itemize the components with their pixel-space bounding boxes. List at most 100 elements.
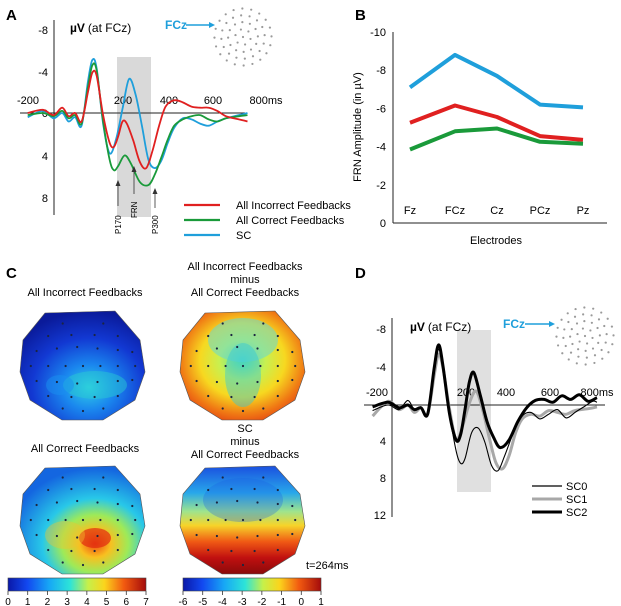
topomap-electrode <box>102 407 105 410</box>
panel-a: A µV (at FCz) -200 200 400 600 800ms -8 -… <box>6 7 351 242</box>
topomap-electrode <box>116 488 119 492</box>
electrode-dot <box>240 14 243 17</box>
electrode-dot <box>596 326 599 330</box>
electrode-dot <box>583 334 587 338</box>
electrode-dot <box>239 28 243 31</box>
electrode-montage-icon <box>213 7 273 67</box>
electrode-dot <box>606 317 609 320</box>
electrode-dot <box>221 29 224 32</box>
electrode-montage-icon <box>555 306 615 366</box>
panel-a-series <box>27 58 248 187</box>
topomap-electrode <box>236 382 239 385</box>
topomap-electrode <box>262 407 265 410</box>
electrode-dot <box>224 13 227 16</box>
electrode-dot <box>234 33 237 37</box>
colorbar-tick-label-left: 7 <box>143 597 149 606</box>
electrode-dot <box>259 58 262 61</box>
frn-label: FRN <box>130 201 139 218</box>
topomap-electrode <box>291 378 294 382</box>
topomap-electrode <box>276 394 279 398</box>
topomap-electrode <box>262 561 265 564</box>
topomap-electrode <box>61 476 64 479</box>
panel-b: B -10-8-6-4-20 FRN Amplitude (in µV) Fz F… <box>352 7 607 247</box>
legend-correct: All Correct Feedbacks <box>236 215 345 227</box>
topomap-electrode <box>253 487 256 491</box>
electrode-dot <box>220 37 223 40</box>
topomap-electrode <box>256 501 259 504</box>
electrode-dot <box>582 313 585 316</box>
topomap-electrode <box>64 364 67 368</box>
colorbar-tick-label-left: 1 <box>25 597 31 606</box>
map-title-diff1-line3: All Correct Feedbacks <box>191 287 300 299</box>
electrode-dot <box>228 29 231 32</box>
panel-b-x-tick: Cz <box>490 205 503 217</box>
electrode-dot <box>571 342 574 346</box>
topomap-electrode <box>93 395 96 399</box>
topomap-electrode <box>276 364 279 368</box>
topomap-electrode <box>81 518 85 522</box>
electrode-dot <box>573 315 577 318</box>
topomap-electrode <box>294 364 297 368</box>
topomap-electrode <box>70 487 73 491</box>
topomap-electrode <box>55 380 59 384</box>
panel-a-x-ticks: -200 200 400 600 800ms <box>17 95 283 107</box>
panel-b-x-tick: Pz <box>577 205 590 217</box>
topomap-electrode <box>259 364 262 368</box>
time-label: t=264ms <box>306 560 349 572</box>
electrode-dot <box>560 318 563 321</box>
map-title-correct: All Correct Feedbacks <box>31 443 140 455</box>
topomap-electrode <box>215 380 218 384</box>
electrode-dot <box>575 362 578 365</box>
topomap-electrode <box>116 518 119 522</box>
electrode-dot <box>243 57 246 60</box>
topomap-electrode <box>276 348 279 352</box>
electrode-dot <box>600 311 603 314</box>
topomap-electrode <box>81 409 85 413</box>
topomap-electrode <box>291 504 294 508</box>
topomap-electrode <box>224 518 227 522</box>
panel-b-y-tick: 0 <box>380 218 386 230</box>
electrode-dot <box>219 53 222 56</box>
panel-d: D µV (at FCz) -200 200 400 600 800ms -8 -… <box>355 265 615 522</box>
topomap-electrode <box>207 334 210 338</box>
map-title-diff1-line2: minus <box>230 274 260 286</box>
panel-d-y-tick: 8 <box>380 473 386 485</box>
topomap-electrode <box>134 518 137 522</box>
colorbar-left <box>7 577 147 592</box>
electrode-dot <box>598 334 601 337</box>
panel-b-y-tick: -6 <box>376 103 386 115</box>
topomap-electrode <box>241 364 245 368</box>
legend-sc0: SC0 <box>566 481 587 493</box>
topomap-electrode <box>76 382 79 385</box>
topomap-electrode <box>189 364 192 368</box>
topomap-electrode <box>241 409 245 413</box>
topomap-electrode <box>61 322 64 325</box>
panel-d-ylabel: µV (at FCz) <box>410 320 471 334</box>
electrode-dot <box>255 42 258 45</box>
colorbar-tick-label-left: 3 <box>64 597 70 606</box>
electrode-dot <box>241 21 244 24</box>
electrode-dot <box>233 23 237 26</box>
electrode-dot <box>583 306 586 309</box>
colorbar-tick-label-left: 0 <box>5 597 11 606</box>
fcz-label-d: FCz <box>503 317 525 331</box>
panel-a-x-tick: 200 <box>114 95 132 107</box>
panel-d-x-tick: 400 <box>497 387 515 399</box>
topomap-electrode <box>96 534 99 538</box>
electrode-dot <box>256 35 259 38</box>
panel-c-letter: C <box>6 265 17 282</box>
panel-a-x-tick: 400 <box>160 95 178 107</box>
electrode-dot <box>243 43 247 46</box>
topomap-electrode <box>116 334 119 338</box>
electrode-dot <box>567 320 570 324</box>
electrode-dot <box>577 355 580 358</box>
electrode-dot <box>564 344 567 348</box>
electrode-dot <box>589 329 592 332</box>
legend-sc2: SC2 <box>566 507 587 519</box>
topomap-electrode <box>195 533 198 537</box>
map-title-incorrect: All Incorrect Feedbacks <box>28 287 143 299</box>
p170-label: P170 <box>114 215 123 234</box>
colorbar-tick-label-left: 6 <box>124 597 130 606</box>
panel-d-x-tick: 600 <box>541 387 559 399</box>
electrode-dot <box>251 55 255 58</box>
